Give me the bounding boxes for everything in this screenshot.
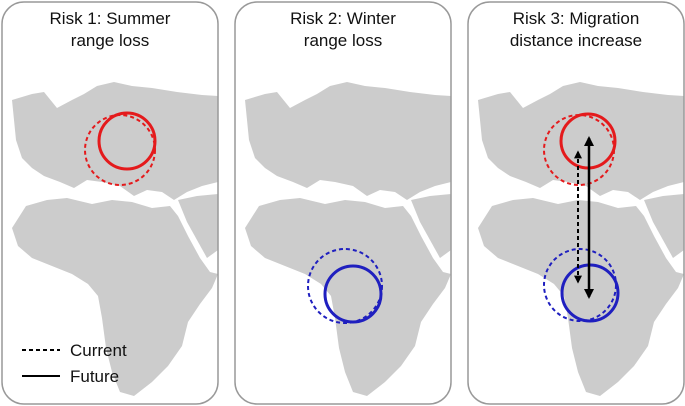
current-range (307, 248, 383, 324)
panel-title: Risk 2: Winter (290, 9, 396, 28)
panel-title: Risk 1: Summer (50, 9, 171, 28)
future-range (97, 111, 157, 171)
legend-label: Current (70, 341, 127, 360)
panel-title: Risk 3: Migration (513, 9, 640, 28)
panel: Risk 3: Migration distance increase (467, 1, 685, 405)
panel: Risk 2: Winter range loss (234, 1, 452, 405)
panel-title: range loss (304, 31, 382, 50)
panel-title: distance increase (510, 31, 642, 50)
future-range (323, 264, 383, 324)
panel-title: range loss (71, 31, 149, 50)
panel: Risk 1: Summer range loss Current Future (1, 1, 219, 405)
legend-label: Future (70, 367, 119, 386)
